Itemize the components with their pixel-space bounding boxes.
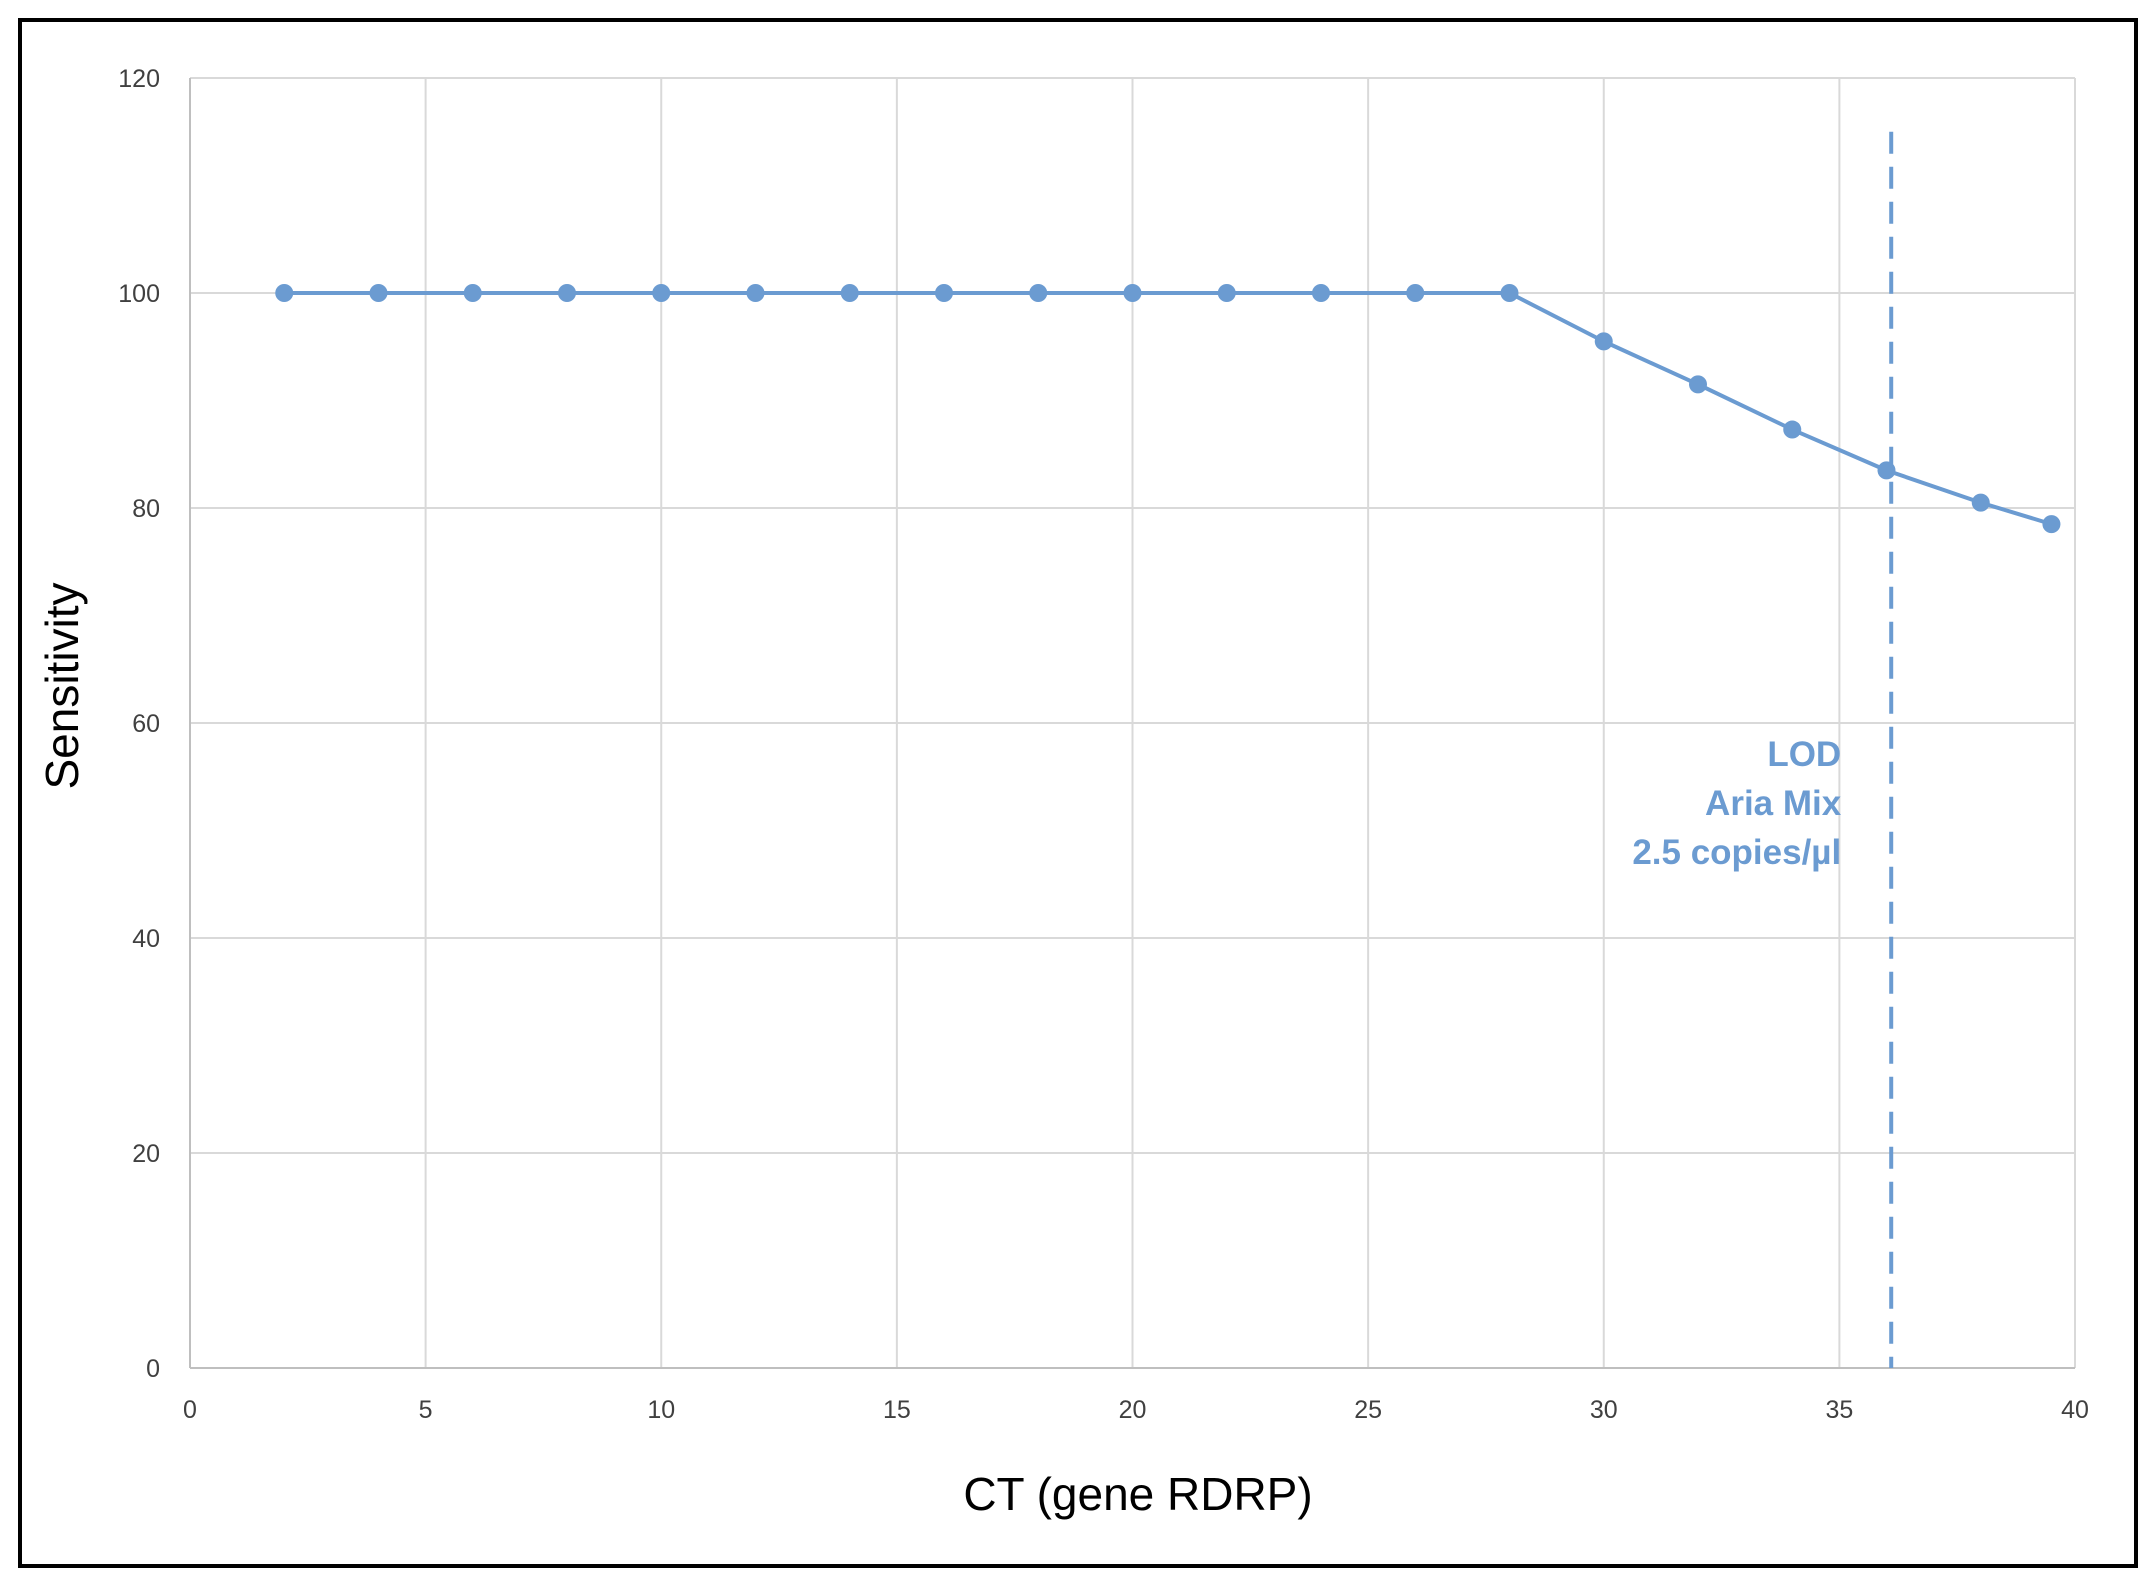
data-point bbox=[840, 284, 859, 302]
data-point bbox=[275, 284, 294, 302]
data-point bbox=[1029, 284, 1048, 302]
axes bbox=[189, 78, 2075, 1369]
y-tick-label: 20 bbox=[132, 1140, 160, 1168]
series-line bbox=[284, 291, 2053, 527]
y-axis-title: Sensitivity bbox=[36, 582, 88, 789]
chart-frame bbox=[18, 18, 2138, 1568]
data-point bbox=[935, 284, 953, 302]
x-tick-label: 25 bbox=[1354, 1396, 1382, 1424]
data-point bbox=[558, 284, 576, 302]
y-tick-label: 0 bbox=[146, 1355, 160, 1383]
data-point bbox=[1783, 420, 1802, 439]
y-tick-label: 80 bbox=[132, 495, 160, 523]
annotation-line: 2.5 copies/µl bbox=[1632, 833, 1841, 872]
data-point bbox=[746, 284, 765, 302]
y-tick-label: 60 bbox=[132, 710, 160, 738]
x-tick-label: 35 bbox=[1825, 1396, 1853, 1424]
x-tick-label: 5 bbox=[419, 1396, 433, 1424]
data-point bbox=[1500, 284, 1519, 302]
data-point bbox=[1971, 493, 1990, 512]
data-point bbox=[1123, 284, 1142, 302]
data-point bbox=[1689, 375, 1707, 394]
x-tick-label: 10 bbox=[647, 1396, 675, 1424]
x-tick-label: 20 bbox=[1119, 1396, 1147, 1424]
x-tick-label: 40 bbox=[2061, 1396, 2089, 1424]
series-layer bbox=[275, 284, 2061, 534]
x-tick-label: 0 bbox=[183, 1396, 197, 1424]
data-point bbox=[1594, 332, 1613, 351]
data-point bbox=[1406, 284, 1425, 302]
lod-annotation: LOD Aria Mix 2.5 copies/µl bbox=[1632, 735, 1841, 872]
data-point bbox=[2042, 515, 2061, 534]
annotation-line: Aria Mix bbox=[1705, 784, 1842, 823]
data-point bbox=[1877, 461, 1896, 480]
tick-labels: 0 5 10 15 20 25 30 35 40 0 20 40 60 80 100 120 bbox=[118, 65, 2089, 1424]
x-tick-label: 30 bbox=[1590, 1396, 1618, 1424]
grid bbox=[190, 77, 2076, 1368]
annotation-line: LOD bbox=[1767, 735, 1841, 774]
y-tick-label: 120 bbox=[118, 65, 160, 93]
x-axis-title: CT (gene RDRP) bbox=[963, 1468, 1312, 1520]
data-point bbox=[463, 284, 482, 302]
data-point bbox=[1217, 284, 1236, 302]
data-point bbox=[1312, 284, 1330, 302]
y-tick-label: 40 bbox=[132, 925, 160, 953]
data-point bbox=[652, 284, 671, 302]
data-point bbox=[369, 284, 388, 302]
x-tick-label: 15 bbox=[883, 1396, 911, 1424]
y-tick-label: 100 bbox=[118, 280, 160, 308]
